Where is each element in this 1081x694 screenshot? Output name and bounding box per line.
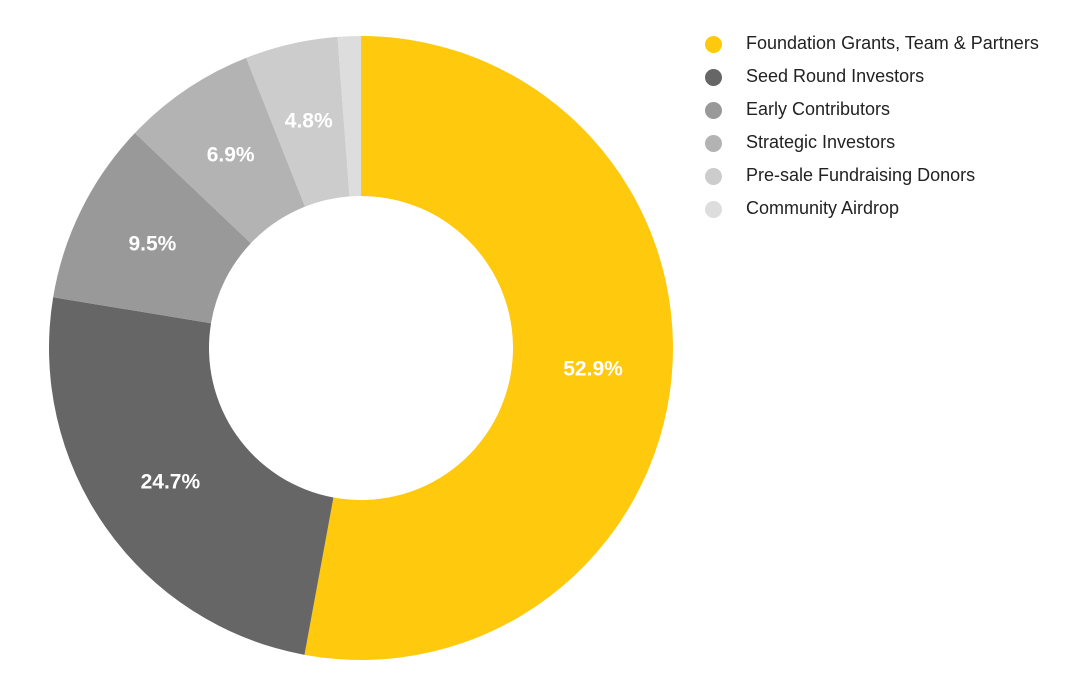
donut-slice-2 xyxy=(49,297,334,655)
legend-swatch-icon xyxy=(705,135,722,152)
donut-slice-5 xyxy=(246,36,350,207)
slice-value-label-2: 24.7% xyxy=(141,470,201,493)
legend-label: Early Contributors xyxy=(746,99,891,119)
legend-swatch-icon xyxy=(705,36,722,53)
legend-swatch-icon xyxy=(705,201,722,218)
legend-swatch-icon xyxy=(705,69,722,86)
legend-item: Foundation Grants, Team & Partners xyxy=(705,34,1065,53)
slice-value-label-4: 6.9% xyxy=(207,143,255,166)
donut-slice-4 xyxy=(134,57,306,244)
legend-label: Strategic Investors xyxy=(746,132,896,152)
legend-item: Seed Round Investors xyxy=(705,67,1065,86)
donut-slice-6 xyxy=(337,36,361,197)
slice-value-label-3: 9.5% xyxy=(128,233,176,256)
legend-item: Strategic Investors xyxy=(705,133,1065,152)
legend-label: Pre-sale Fundraising Donors xyxy=(746,165,976,185)
donut-slice-3 xyxy=(53,132,251,324)
donut-slice-1 xyxy=(304,36,674,661)
legend-label: Community Airdrop xyxy=(746,198,900,218)
legend-swatch-icon xyxy=(705,168,722,185)
legend: Foundation Grants, Team & Partners Seed R… xyxy=(705,34,1065,232)
donut-slices xyxy=(49,36,674,661)
legend-label: Seed Round Investors xyxy=(746,66,925,86)
slice-value-label-5: 4.8% xyxy=(285,109,333,132)
slice-labels: 52.9% 24.7% 9.5% 6.9% 4.8% xyxy=(128,109,623,493)
legend-item: Early Contributors xyxy=(705,100,1065,119)
legend-item: Community Airdrop xyxy=(705,199,1065,218)
legend-swatch-icon xyxy=(705,102,722,119)
legend-label: Foundation Grants, Team & Partners xyxy=(746,33,1039,53)
slice-value-label-1: 52.9% xyxy=(563,358,623,381)
legend-item: Pre-sale Fundraising Donors xyxy=(705,166,1065,185)
